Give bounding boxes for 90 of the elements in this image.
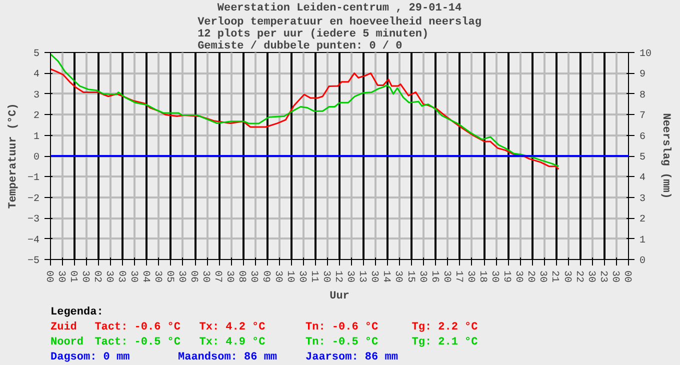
text: Tn: -0.6 °C (306, 322, 379, 334)
y-tick-label: 0 (34, 152, 40, 164)
y-tick-label: 5 (34, 49, 40, 60)
x-tick-label: 30 (103, 270, 114, 283)
x-tick-label: 30 (560, 270, 572, 283)
y2-tick-label: 9 (640, 70, 646, 81)
x-tick-label: 11 (308, 270, 319, 283)
x-tick-label: 19 (500, 270, 512, 283)
text: Tact: -0.6 °C (94, 322, 181, 334)
x-tick-label: 02 (91, 270, 102, 283)
y2-axis-title: Neerslag (mm) (660, 113, 672, 199)
x-tick-label: 06 (188, 270, 198, 283)
y2-tick-label: 2 (640, 214, 646, 226)
y-tick-label: −5 (28, 256, 40, 267)
x-axis-title: Uur (330, 290, 350, 302)
x-tick-label: 30 (320, 270, 331, 283)
x-tick-label: 16 (428, 270, 440, 283)
y-tick-label: 4 (34, 70, 40, 81)
y-tick-label: 1 (34, 132, 40, 143)
x-tick-label: 30 (512, 270, 524, 283)
y2-tick-label: 7 (640, 111, 646, 122)
x-tick-label: 30 (344, 270, 356, 283)
x-tick-label: 30 (55, 270, 66, 283)
text: Tn: -0.5 °C (306, 336, 379, 348)
x-tick-label: 08 (236, 270, 247, 283)
x-tick-label: 18 (476, 270, 488, 283)
x-tick-label: 10 (284, 270, 295, 283)
x-tick-label: 30 (127, 270, 138, 283)
x-tick-label: 04 (139, 270, 150, 283)
x-tick-label: 17 (452, 270, 464, 283)
x-tick-label: 30 (224, 270, 235, 283)
chart-title: Weerstation Leiden-centrum , 29-01-14 (217, 2, 462, 14)
x-tick-label: 05 (163, 270, 174, 283)
x-tick-label: 30 (200, 270, 211, 283)
text: Legenda: (50, 306, 104, 318)
chart-subtitle: Verloop temperatuur en hoeveelheid neerslag 12 plots per uur (iedere 5 minuten) Gemiste / dubbele punten: 0 / 0 (198, 16, 482, 52)
x-tick-label: 00 (43, 270, 54, 283)
x-tick-label: 30 (584, 270, 596, 283)
y2-tick-label: 10 (640, 49, 652, 60)
x-tick-label: 14 (380, 270, 392, 283)
y-tick-label: 3 (34, 90, 40, 102)
text: Tx: 4.2 °C (199, 322, 266, 334)
x-tick-label: 20 (524, 270, 536, 283)
x-tick-label: 30 (488, 270, 500, 283)
text: Tact: -0.5 °C (94, 336, 181, 348)
y-tick-label: −4 (28, 235, 40, 246)
y2-tick-label: 6 (640, 132, 646, 143)
x-tick-label: 30 (368, 270, 380, 283)
text: Noord (50, 336, 84, 348)
x-tick-label: 30 (151, 270, 162, 283)
x-tick-label: 30 (272, 270, 283, 283)
y2-tick-label: 1 (640, 235, 646, 246)
x-tick-label: 30 (392, 270, 404, 283)
x-tick-label: 12 (332, 270, 343, 283)
y2-tick-label: 3 (640, 194, 646, 205)
x-tick-label: 30 (79, 270, 90, 283)
x-tick-label: 03 (115, 270, 126, 283)
y-tick-label: −3 (28, 214, 40, 226)
text: Maandsom: 86 mm (178, 352, 278, 364)
text: Tx: 4.9 °C (199, 336, 266, 348)
x-tick-label: 15 (404, 270, 416, 283)
x-tick-label: 30 (608, 270, 620, 283)
text: Zuid (50, 322, 77, 334)
y-tick-label: −1 (28, 173, 40, 184)
x-tick-label: 30 (536, 270, 548, 283)
y-tick-label: −2 (28, 194, 40, 205)
text: Dagsom: 0 mm (50, 352, 130, 364)
x-tick-label: 30 (440, 270, 452, 283)
x-tick-label: 01 (67, 270, 78, 283)
x-tick-label: 07 (212, 270, 223, 283)
x-tick-label: 09 (260, 270, 271, 283)
x-tick-label: 30 (248, 270, 259, 283)
x-tick-label: 00 (621, 270, 632, 283)
text: Jaarsom: 86 mm (306, 352, 398, 364)
y-axis-title: Temperatuur (°C) (8, 103, 20, 209)
x-tick-label: 30 (416, 270, 428, 283)
x-tick-label: 13 (356, 270, 368, 283)
x-tick-label: 21 (548, 270, 560, 283)
y2-tick-label: 4 (640, 173, 646, 184)
text: Tg: 2.2 °C (412, 322, 478, 334)
x-tick-label: 30 (175, 270, 186, 283)
x-tick-label: 23 (596, 270, 608, 283)
y2-tick-label: 8 (640, 90, 646, 102)
y2-tick-label: 5 (640, 152, 646, 164)
x-tick-label: 22 (572, 270, 584, 283)
text: Tg: 2.1 °C (412, 336, 478, 348)
y-tick-label: 2 (34, 111, 40, 122)
x-tick-label: 30 (296, 270, 307, 283)
x-tick-label: 30 (464, 270, 476, 283)
y2-tick-label: 0 (640, 256, 646, 267)
